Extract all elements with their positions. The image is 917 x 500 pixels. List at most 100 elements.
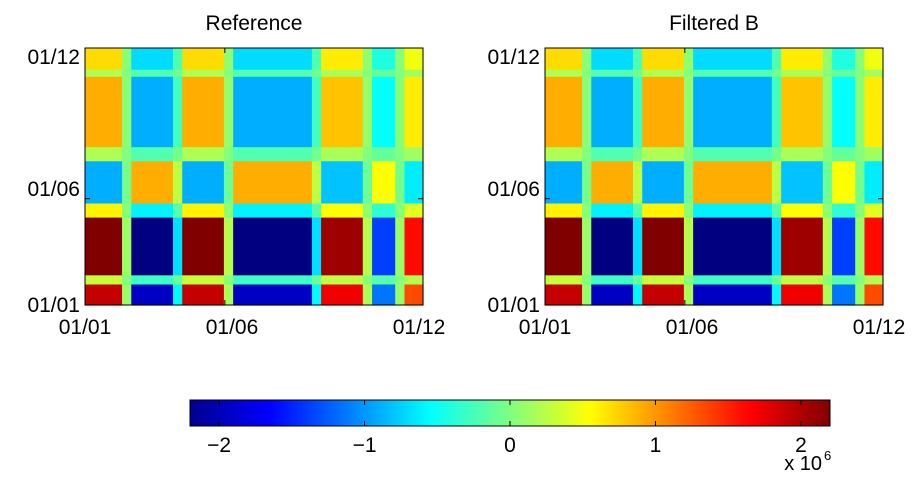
heatmap-cell [85, 76, 123, 148]
heatmap-cell [182, 160, 225, 204]
heatmap-cell [182, 69, 225, 77]
heatmap-cell [591, 283, 634, 306]
tick-marks [84, 47, 424, 306]
heatmap-cell [122, 202, 132, 218]
heatmap-cell [693, 216, 773, 276]
heatmap-cell [172, 283, 183, 306]
heatmap-cell [683, 160, 694, 204]
heatmap-cell [311, 146, 322, 162]
heatmap-cell [632, 76, 643, 148]
heatmap-cell [832, 69, 856, 77]
heatmap-cell [85, 283, 123, 306]
heatmap-cell [372, 274, 396, 285]
colorbar-tick-label: −1 [353, 434, 377, 457]
heatmap-cell [233, 216, 313, 276]
heatmap-cell [545, 146, 583, 162]
x-tick-label: 01/01 [519, 316, 572, 339]
heatmap-cell [233, 160, 313, 204]
colorbar-tick-label: 2 [795, 434, 807, 457]
heatmap-cell [122, 283, 132, 306]
heatmap-cell [693, 160, 773, 204]
heatmap-cell [822, 69, 833, 77]
heatmap-cell [864, 76, 884, 148]
heatmap-cell [131, 160, 174, 204]
heatmap-cell [131, 48, 174, 70]
heatmap-cell [545, 283, 583, 306]
heatmap-cell [582, 216, 592, 276]
heatmap-cell [822, 160, 833, 204]
heatmap-cell [822, 146, 833, 162]
heatmap-cell [321, 69, 364, 77]
heatmap-cell [683, 274, 694, 285]
heatmap-cell [172, 274, 183, 285]
heatmap-cell [781, 160, 824, 204]
heatmap-cell [395, 48, 406, 70]
x-tick-label: 01/01 [59, 316, 112, 339]
heatmap-cell [372, 146, 396, 162]
heatmap-cell [172, 48, 183, 70]
x-tick-label: 01/06 [666, 316, 719, 339]
heatmap-cell [781, 69, 824, 77]
heatmap-cell [855, 160, 866, 204]
heatmap-cell [771, 146, 782, 162]
heatmap-cell [182, 283, 225, 306]
heatmap-cell [832, 146, 856, 162]
heatmap-cell [855, 48, 866, 70]
heatmap-cell [404, 283, 424, 306]
heatmap-cell [172, 76, 183, 148]
heatmap-cell [545, 202, 583, 218]
heatmap-cell [642, 283, 685, 306]
heatmap-cell [321, 146, 364, 162]
heatmap-cell [311, 69, 322, 77]
heatmap-cell [362, 160, 373, 204]
colorbar-tick-label: −2 [207, 434, 231, 457]
heatmap-cell [372, 48, 396, 70]
heatmap-cell [832, 274, 856, 285]
heatmap-cell [591, 48, 634, 70]
heatmap-cell [311, 48, 322, 70]
heatmap-cell [404, 202, 424, 218]
heatmap-cell [321, 48, 364, 70]
heatmap-cell [771, 76, 782, 148]
heatmap-cell [85, 69, 123, 77]
y-tick-label: 01/12 [27, 46, 80, 69]
heatmap-cell [822, 283, 833, 306]
heatmap-cell [321, 274, 364, 285]
heatmap-cell [372, 283, 396, 306]
heatmap-cell [122, 69, 132, 77]
heatmap-cell [372, 216, 396, 276]
x-tick-label: 01/12 [393, 316, 446, 339]
heatmap-cell [545, 76, 583, 148]
heatmap-cell [404, 76, 424, 148]
heatmap-cell [362, 274, 373, 285]
heatmap-cell [182, 202, 225, 218]
tick-marks [544, 47, 884, 306]
heatmap-cell [582, 202, 592, 218]
heatmap-cell [632, 202, 643, 218]
heatmap-cell [362, 76, 373, 148]
heatmap-cell [582, 146, 592, 162]
heatmap-cell [781, 76, 824, 148]
heatmap-cell [771, 160, 782, 204]
colorbar-tick-label: 0 [504, 434, 516, 457]
heatmap-cell [223, 76, 234, 148]
y-tick-label: 01/06 [27, 178, 80, 201]
heatmap-cell [85, 160, 123, 204]
heatmap-cells [85, 48, 424, 306]
heatmap-cell [582, 48, 592, 70]
multiplier-base: x 10 [784, 453, 822, 475]
heatmap-cell [223, 283, 234, 306]
heatmap-cell [321, 283, 364, 306]
heatmap-cell [85, 274, 123, 285]
heatmap-cell [311, 160, 322, 204]
heatmap-cell [781, 216, 824, 276]
heatmap-cell [822, 48, 833, 70]
heatmap-cell [223, 160, 234, 204]
heatmap-panel-reference: Reference 01/12 01/06 01/01 01/01 01/06 … [27, 12, 445, 339]
heatmap-cell [545, 48, 583, 70]
heatmap-cell [122, 216, 132, 276]
heatmap-cell [683, 146, 694, 162]
heatmap-cell [864, 202, 884, 218]
heatmap-cell [591, 216, 634, 276]
heatmap-cell [122, 48, 132, 70]
